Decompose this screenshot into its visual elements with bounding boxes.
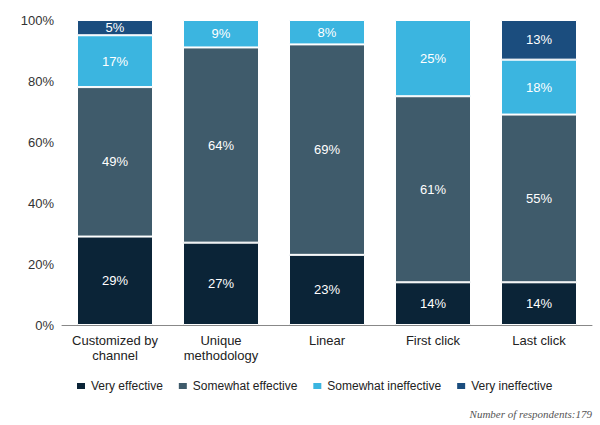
svg-text:8%: 8% <box>318 25 337 40</box>
svg-text:61%: 61% <box>420 182 446 197</box>
svg-text:14%: 14% <box>420 296 446 311</box>
svg-text:Number of respondents:179: Number of respondents:179 <box>469 408 593 420</box>
svg-text:Very effective: Very effective <box>91 379 163 393</box>
svg-text:25%: 25% <box>420 51 446 66</box>
svg-text:69%: 69% <box>314 142 340 157</box>
svg-text:29%: 29% <box>102 273 128 288</box>
svg-text:Somewhat ineffective: Somewhat ineffective <box>327 379 441 393</box>
svg-text:40%: 40% <box>28 196 54 211</box>
svg-text:27%: 27% <box>208 276 234 291</box>
svg-text:64%: 64% <box>208 138 234 153</box>
svg-text:Customized by: Customized by <box>72 333 158 348</box>
svg-text:5%: 5% <box>106 20 125 35</box>
svg-text:49%: 49% <box>102 154 128 169</box>
svg-text:channel: channel <box>92 348 138 363</box>
svg-text:9%: 9% <box>212 26 231 41</box>
svg-text:100%: 100% <box>21 13 55 28</box>
svg-text:13%: 13% <box>526 32 552 47</box>
svg-text:80%: 80% <box>28 74 54 89</box>
svg-text:18%: 18% <box>526 80 552 95</box>
svg-text:Somewhat effective: Somewhat effective <box>193 379 298 393</box>
svg-text:methodology: methodology <box>184 348 259 363</box>
svg-text:20%: 20% <box>28 257 54 272</box>
svg-text:60%: 60% <box>28 135 54 150</box>
svg-text:Very ineffective: Very ineffective <box>471 379 552 393</box>
svg-text:14%: 14% <box>526 296 552 311</box>
svg-text:55%: 55% <box>526 191 552 206</box>
svg-text:Linear: Linear <box>309 333 346 348</box>
svg-text:First click: First click <box>406 333 461 348</box>
svg-text:0%: 0% <box>35 318 54 333</box>
svg-text:23%: 23% <box>314 282 340 297</box>
svg-text:17%: 17% <box>102 54 128 69</box>
svg-text:Unique: Unique <box>200 333 241 348</box>
svg-text:Last click: Last click <box>512 333 566 348</box>
